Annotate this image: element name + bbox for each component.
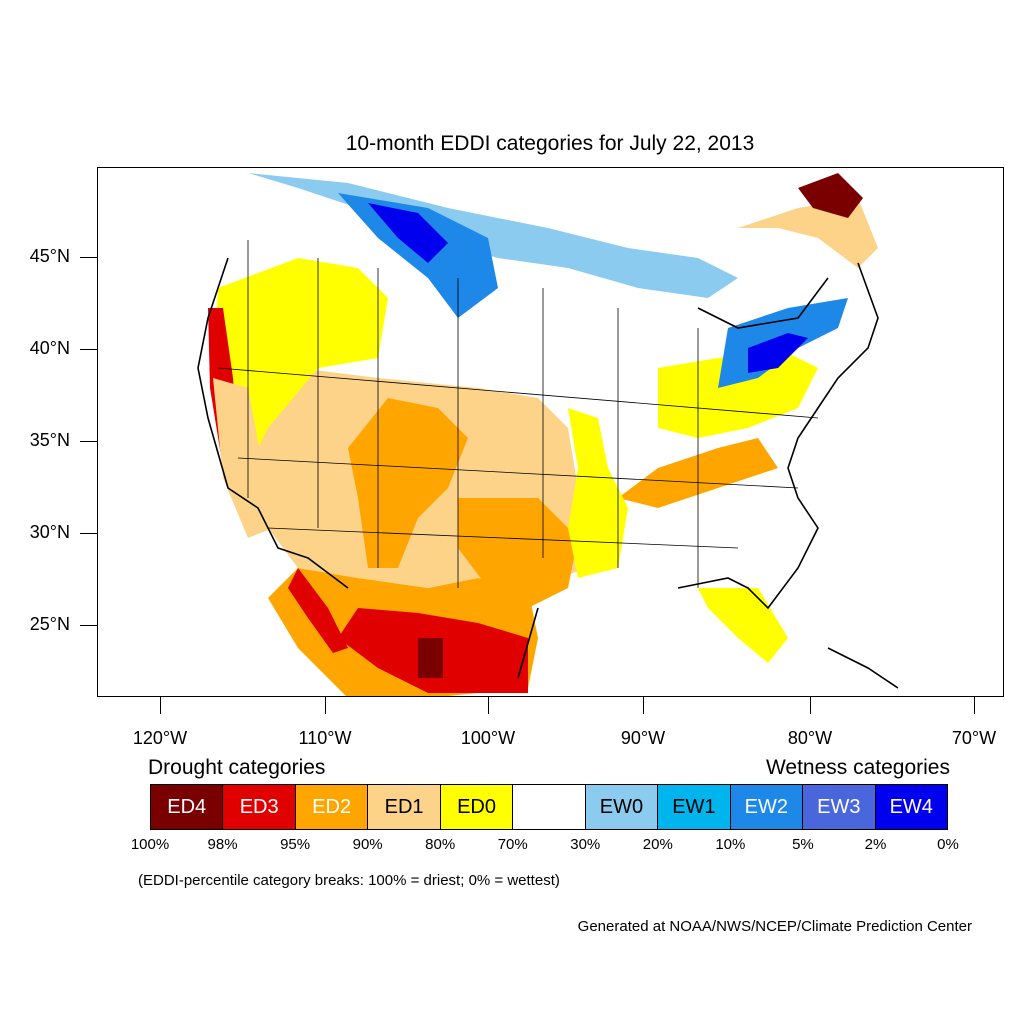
lon-label-100: 100°W <box>460 728 516 748</box>
lon-label-80: 80°W <box>787 728 833 748</box>
region-ed3-baja <box>288 568 348 653</box>
legend-break-label: 5% <box>792 836 814 853</box>
lon-label-70: 70°W <box>951 728 997 748</box>
lon-tick <box>160 697 161 714</box>
lon-tick <box>643 697 644 714</box>
region-ed0-florida <box>698 588 788 663</box>
region-ed4-northeast <box>798 173 863 218</box>
legend-break-label: 10% <box>715 836 746 853</box>
lat-tick <box>80 349 97 350</box>
lon-tick <box>488 697 489 714</box>
region-ed2-texas <box>458 498 578 608</box>
credit: Generated at NOAA/NWS/NCEP/Climate Predi… <box>577 918 972 935</box>
lat-label-40: 40°N <box>29 338 70 358</box>
wetness-heading: Wetness categories <box>765 756 950 779</box>
lon-label-90: 90°W <box>620 728 666 748</box>
lat-tick <box>80 441 97 442</box>
legend-break-label: 30% <box>570 836 601 853</box>
map-title: 10-month EDDI categories for July 22, 20… <box>345 132 755 155</box>
lat-tick <box>80 625 97 626</box>
legend-cell-ed1: ED1 <box>368 785 441 829</box>
lon-label-110: 110°W <box>298 728 352 748</box>
legend-colorbar: ED4 ED3 ED2 ED1 ED0 EW0 EW1 EW2 EW3 EW4 <box>150 784 948 830</box>
lat-label-30: 30°N <box>29 522 70 542</box>
legend-break-label: 90% <box>352 836 383 853</box>
region-ed0-west <box>213 258 388 468</box>
region-ed0-central <box>568 408 628 578</box>
legend-cell-ew2: EW2 <box>730 785 804 829</box>
legend-cell-none <box>513 785 586 829</box>
legend-break-label: 80% <box>425 836 456 853</box>
lat-label-25: 25°N <box>29 614 70 634</box>
region-ed1-northeast <box>738 198 878 268</box>
region-ew4-north <box>368 203 448 263</box>
legend-break-label: 2% <box>864 836 887 853</box>
legend-cell-ed2: ED2 <box>295 785 369 829</box>
lon-label-120: 120°W <box>132 728 188 748</box>
lon-tick <box>974 697 975 714</box>
lon-tick <box>810 697 811 714</box>
legend-break-label: 70% <box>497 836 528 853</box>
legend-break-label: 20% <box>642 836 673 853</box>
lat-tick <box>80 257 97 258</box>
legend-break-label: 98% <box>207 836 238 853</box>
legend-break-label: 100% <box>130 836 170 853</box>
state-borders <box>217 240 819 588</box>
coastlines <box>197 257 899 689</box>
footnote: (EDDI-percentile category breaks: 100% =… <box>138 872 560 889</box>
legend-cell-ed3: ED3 <box>223 785 296 829</box>
legend-break-label: 0% <box>937 836 959 853</box>
legend-cell-ed4: ED4 <box>151 785 224 829</box>
region-ed4-mexico <box>418 638 443 678</box>
legend-cell-ed0: ED0 <box>440 785 514 829</box>
lon-tick <box>325 697 326 714</box>
lat-label-45: 45°N <box>29 246 70 266</box>
drought-heading: Drought categories <box>148 756 326 779</box>
legend-cell-ew1: EW1 <box>658 785 731 829</box>
legend-cell-ew0: EW0 <box>585 785 659 829</box>
lat-tick <box>80 533 97 534</box>
region-ew4-greatlakes <box>748 333 808 373</box>
lat-label-35: 35°N <box>29 430 70 450</box>
legend-cell-ew4: EW4 <box>875 785 947 829</box>
legend-cell-ew3: EW3 <box>803 785 876 829</box>
map-panel <box>97 167 1004 697</box>
eddi-map <box>197 173 899 696</box>
legend-break-label: 95% <box>280 836 311 853</box>
